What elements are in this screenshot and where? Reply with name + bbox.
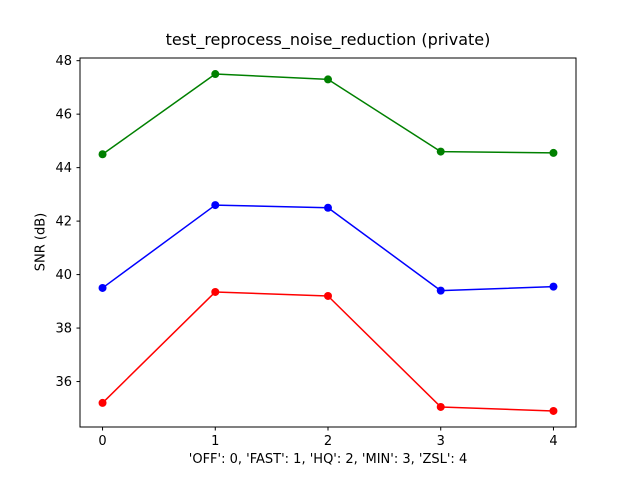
y-tick-label: 40 [55,268,72,283]
data-point-blue [324,203,332,212]
y-tick-label: 44 [55,161,72,176]
x-tick-label: 0 [98,434,106,449]
data-point-red [98,398,107,407]
x-tick-label: 2 [324,434,332,449]
data-point-red [436,402,445,411]
y-tick-label: 36 [55,375,72,390]
y-tick-label: 46 [55,108,72,123]
series-line-blue [101,204,555,292]
x-axis-label: 'OFF': 0, 'FAST': 1, 'HQ': 2, 'MIN': 3, … [188,452,468,467]
y-tick-label: 42 [55,215,72,230]
y-tick-label: 38 [55,322,72,337]
data-point-blue [211,201,220,210]
x-tick-label: 4 [549,434,557,449]
data-point-green [98,150,107,159]
series-line-red [101,291,555,412]
data-point-blue [436,286,445,295]
data-point-green [324,75,332,84]
chart-title: test_reprocess_noise_reduction (private) [165,30,491,49]
data-point-red [549,406,558,415]
x-tick-label: 1 [211,434,219,449]
data-point-green [436,147,445,156]
data-point-blue [549,282,558,291]
data-point-green [211,70,220,79]
data-point-green [549,148,558,157]
axes-frame [79,57,577,428]
y-tick-label: 48 [55,54,72,69]
series-line-green [101,73,555,156]
data-point-red [324,291,332,300]
data-point-blue [98,283,107,292]
x-tick-label: 3 [437,434,445,449]
data-point-red [211,287,220,296]
